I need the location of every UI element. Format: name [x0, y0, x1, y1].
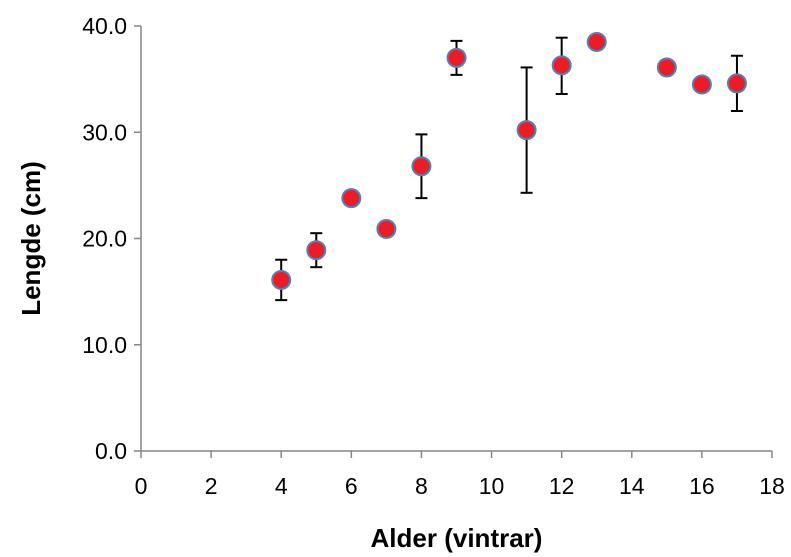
x-axis-title: Alder (vintrar) — [371, 523, 543, 553]
x-tick-label: 10 — [479, 473, 505, 499]
data-point — [516, 120, 537, 141]
x-tick-label: 2 — [205, 473, 218, 499]
tick-labels: 0.0 10.0 20.0 30.0 40.0 0 2 4 6 8 10 12 14 16 18 — [82, 13, 785, 499]
data-point — [271, 269, 292, 290]
data-point — [446, 47, 467, 68]
data-point — [726, 73, 747, 94]
data-point — [656, 57, 677, 78]
data-point — [376, 218, 397, 239]
data-points — [271, 31, 747, 290]
x-tick-label: 8 — [415, 473, 428, 499]
y-tick-label: 10.0 — [82, 332, 127, 358]
data-point — [586, 31, 607, 52]
data-point — [341, 188, 362, 209]
data-point — [551, 55, 572, 76]
y-axis-title: Lengde (cm) — [16, 161, 46, 316]
x-tick-label: 4 — [275, 473, 288, 499]
x-tick-label: 14 — [619, 473, 645, 499]
x-tick-label: 6 — [345, 473, 358, 499]
y-tick-label: 30.0 — [82, 119, 127, 145]
x-tick-label: 16 — [689, 473, 715, 499]
data-point — [691, 74, 712, 95]
axes — [134, 25, 773, 458]
x-tick-label: 12 — [549, 473, 575, 499]
y-tick-label: 20.0 — [82, 226, 127, 252]
x-tick-label: 18 — [759, 473, 785, 499]
error-bars — [275, 36, 743, 302]
x-tick-label: 0 — [135, 473, 148, 499]
y-tick-label: 0.0 — [95, 438, 127, 464]
y-tick-label: 40.0 — [82, 13, 127, 39]
data-point — [411, 156, 432, 177]
data-point — [306, 240, 327, 261]
